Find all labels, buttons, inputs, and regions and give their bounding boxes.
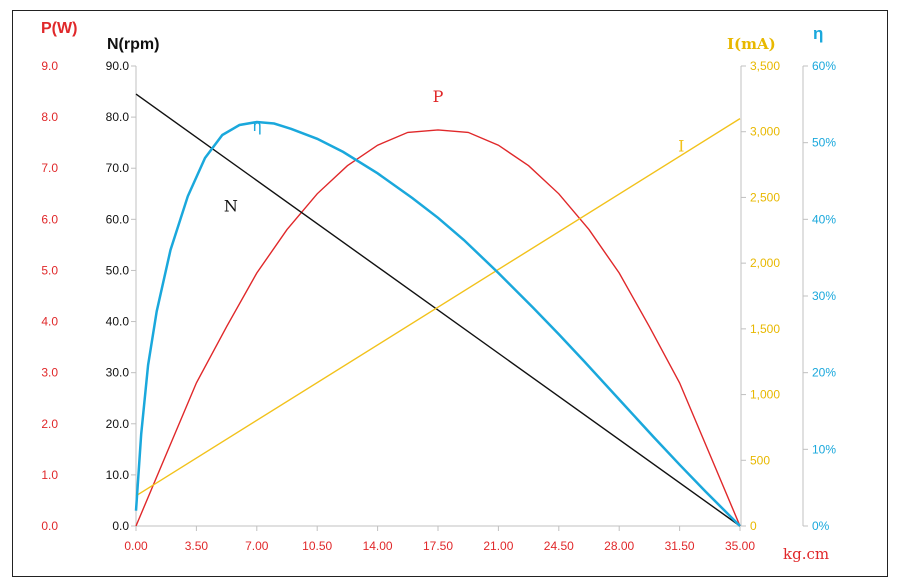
n-tick-label: 80.0	[106, 110, 130, 124]
p-axis-title: P(W)	[41, 20, 77, 37]
x-tick-label: 31.50	[665, 539, 695, 553]
series-I-line	[135, 118, 741, 497]
n-tick-label: 0.0	[112, 519, 129, 533]
series-eta-line	[134, 120, 741, 527]
p-tick-label: 4.0	[41, 315, 58, 329]
i-tick-label: 2,000	[750, 256, 780, 270]
series-P-label: P	[433, 87, 444, 106]
series-I-label: I	[678, 136, 684, 155]
x-axis-label: kg.cm	[783, 545, 829, 563]
chart-frame: 0.00 3.50 7.00 10.50 14.00 17.50 21.00 24.50 28.…	[12, 10, 888, 577]
i-tick-label: 2,500	[750, 190, 780, 204]
series-eta-label: η	[252, 116, 262, 135]
eta-tick-label: 40%	[812, 212, 836, 226]
p-tick-label: 1.0	[41, 468, 58, 482]
eta-tick-label: 10%	[812, 442, 836, 456]
x-tick-label: 0.00	[124, 539, 148, 553]
i-tick-label: 1,000	[750, 388, 780, 402]
i-axis-title: I(mA)	[727, 35, 776, 53]
x-tick-label: 10.50	[302, 539, 332, 553]
i-tick-label: 0	[750, 519, 757, 533]
series-P-line	[135, 129, 741, 527]
eta-tick-label: 60%	[812, 59, 836, 73]
chart-plot: 0.00 3.50 7.00 10.50 14.00 17.50 21.00 24.50 28.…	[41, 20, 836, 563]
eta-tick-label: 20%	[812, 366, 836, 380]
n-tick-label: 20.0	[106, 417, 130, 431]
x-tick-label: 3.50	[185, 539, 209, 553]
n-tick-label: 10.0	[106, 468, 130, 482]
p-tick-label: 8.0	[41, 110, 58, 124]
p-tick-label: 6.0	[41, 212, 58, 226]
p-tick-label: 5.0	[41, 263, 58, 277]
n-axis-title: N(rpm)	[107, 36, 159, 53]
x-tick-label: 28.00	[604, 539, 634, 553]
i-tick-label: 3,000	[750, 125, 780, 139]
eta-tick-label: 0%	[812, 519, 830, 533]
p-tick-label: 3.0	[41, 366, 58, 380]
p-tick-label: 7.0	[41, 161, 58, 175]
n-tick-label: 30.0	[106, 366, 130, 380]
x-tick-label: 24.50	[544, 539, 574, 553]
x-tick-label: 35.00	[725, 539, 755, 553]
x-tick-label: 7.00	[245, 539, 269, 553]
x-tick-label: 21.00	[483, 539, 513, 553]
n-tick-label: 40.0	[106, 315, 130, 329]
i-tick-label: 3,500	[750, 59, 780, 73]
x-tick-label: 17.50	[423, 539, 453, 553]
n-tick-label: 70.0	[106, 161, 130, 175]
eta-axis-title: η	[813, 24, 823, 43]
p-tick-label: 0.0	[41, 519, 58, 533]
i-tick-label: 500	[750, 453, 770, 467]
n-tick-label: 90.0	[106, 59, 130, 73]
x-tick-label: 14.00	[363, 539, 393, 553]
series-N-label: N	[224, 197, 238, 216]
i-tick-label: 1,500	[750, 322, 780, 336]
n-tick-label: 50.0	[106, 263, 130, 277]
p-tick-label: 9.0	[41, 59, 58, 73]
eta-tick-label: 30%	[812, 289, 836, 303]
series-N-line	[135, 93, 741, 527]
p-tick-label: 2.0	[41, 417, 58, 431]
eta-tick-label: 50%	[812, 136, 836, 150]
n-tick-label: 60.0	[106, 212, 130, 226]
